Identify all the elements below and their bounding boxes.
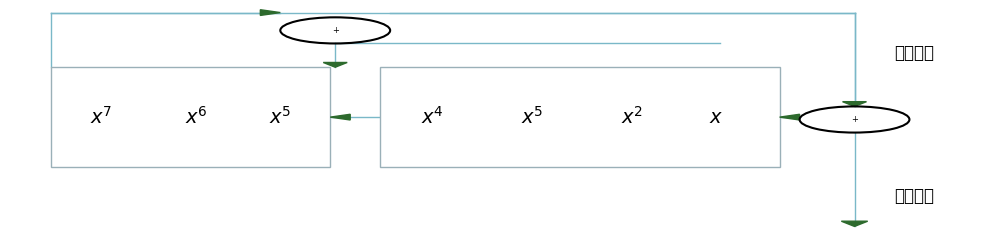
Text: $x^6$: $x^6$ — [185, 106, 207, 128]
Bar — [380, 67, 780, 167]
Text: $x^7$: $x^7$ — [90, 106, 112, 128]
Text: $x^2$: $x^2$ — [621, 106, 643, 128]
Polygon shape — [323, 62, 347, 67]
Text: 输出数据: 输出数据 — [894, 186, 934, 205]
Polygon shape — [843, 102, 866, 106]
Text: $x^5$: $x^5$ — [269, 106, 291, 128]
Text: +: + — [332, 26, 339, 35]
Polygon shape — [780, 114, 800, 120]
Text: 输入数据: 输入数据 — [894, 44, 934, 62]
Text: $x^4$: $x^4$ — [421, 106, 443, 128]
Polygon shape — [841, 221, 868, 226]
Polygon shape — [260, 10, 280, 16]
Text: +: + — [851, 115, 858, 124]
Bar — [51, 67, 330, 167]
Text: $x$: $x$ — [709, 108, 723, 127]
Text: $x^5$: $x^5$ — [521, 106, 543, 128]
Polygon shape — [330, 114, 350, 120]
